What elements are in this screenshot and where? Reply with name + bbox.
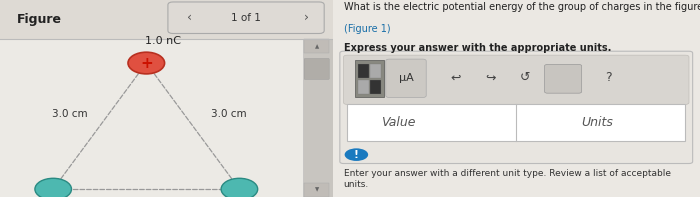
Text: μA: μA (398, 73, 414, 83)
Circle shape (221, 178, 258, 197)
FancyBboxPatch shape (340, 51, 692, 164)
FancyBboxPatch shape (358, 64, 369, 78)
Text: ▼: ▼ (315, 188, 319, 193)
Text: What is the electric potential energy of the group of charges in the figure?: What is the electric potential energy of… (344, 2, 700, 12)
Text: +: + (140, 56, 153, 71)
Text: ?: ? (605, 71, 611, 84)
FancyBboxPatch shape (304, 183, 329, 197)
Text: Value: Value (382, 116, 416, 129)
FancyBboxPatch shape (304, 59, 329, 79)
Text: 3.0 cm: 3.0 cm (211, 109, 247, 119)
FancyBboxPatch shape (347, 104, 685, 141)
Text: (Figure 1): (Figure 1) (344, 24, 390, 34)
FancyBboxPatch shape (344, 55, 689, 104)
FancyBboxPatch shape (302, 39, 332, 197)
FancyBboxPatch shape (0, 0, 332, 39)
FancyBboxPatch shape (304, 39, 329, 53)
Text: ↺: ↺ (520, 71, 531, 84)
Text: 1.0 nC: 1.0 nC (145, 36, 181, 46)
FancyBboxPatch shape (0, 39, 302, 197)
Text: Figure: Figure (17, 13, 62, 26)
FancyBboxPatch shape (355, 60, 384, 97)
FancyBboxPatch shape (545, 64, 582, 93)
FancyBboxPatch shape (168, 2, 324, 33)
Text: ›: › (303, 11, 309, 24)
Text: !: ! (354, 150, 359, 160)
Text: 3.0 cm: 3.0 cm (52, 109, 88, 119)
Circle shape (35, 178, 71, 197)
Text: 1 of 1: 1 of 1 (231, 13, 261, 23)
Circle shape (128, 52, 164, 74)
FancyBboxPatch shape (370, 80, 381, 94)
FancyBboxPatch shape (386, 59, 426, 98)
Text: Express your answer with the appropriate units.: Express your answer with the appropriate… (344, 43, 611, 53)
FancyBboxPatch shape (370, 64, 381, 78)
Text: Enter your answer with a different unit type. Review a list of acceptable
units.: Enter your answer with a different unit … (344, 169, 671, 189)
Text: ↪: ↪ (485, 71, 496, 84)
Text: ↩: ↩ (450, 71, 461, 84)
FancyBboxPatch shape (358, 80, 369, 94)
Text: ▲: ▲ (315, 44, 319, 49)
Text: Units: Units (581, 116, 613, 129)
Text: ‹: ‹ (187, 11, 192, 24)
Circle shape (344, 148, 368, 161)
